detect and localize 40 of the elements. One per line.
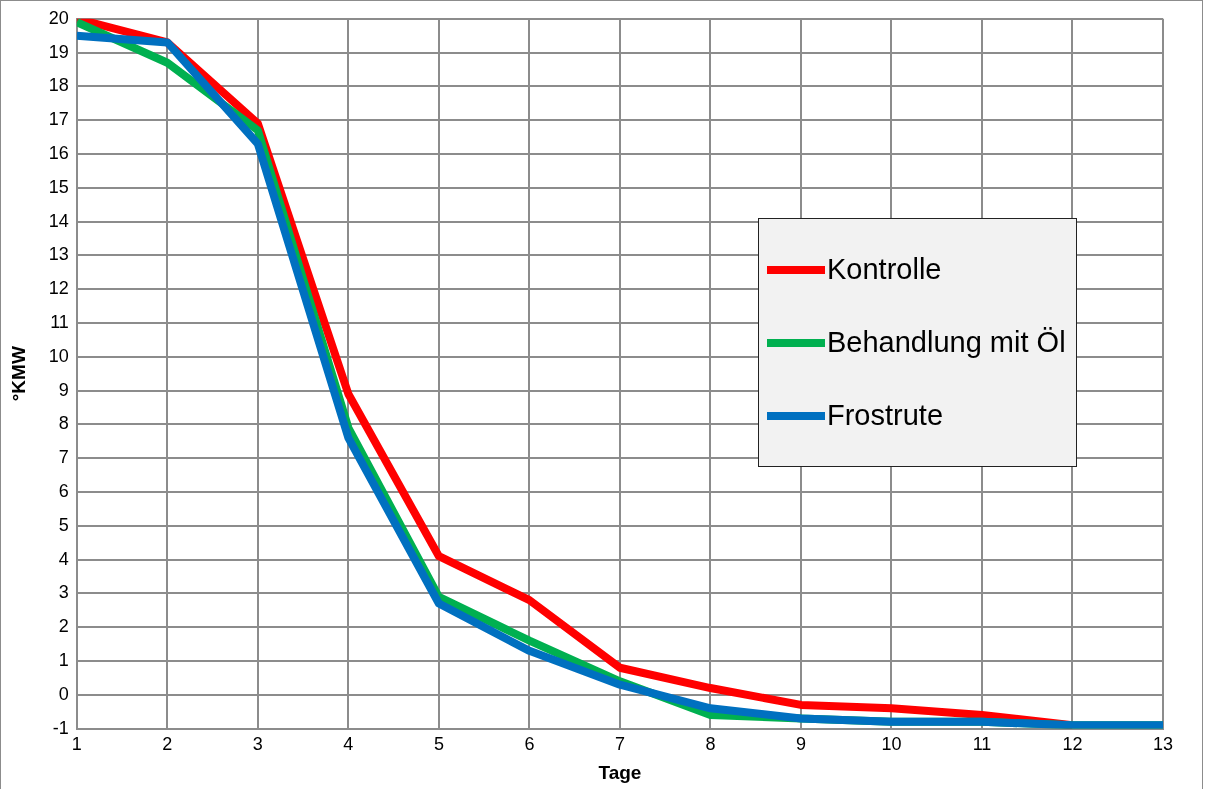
x-tick-label: 7 bbox=[614, 734, 625, 755]
y-tick-label: 8 bbox=[58, 413, 69, 434]
y-tick-label: 7 bbox=[58, 447, 69, 468]
x-tick-label: 13 bbox=[1152, 734, 1174, 755]
y-tick-label: 6 bbox=[58, 480, 69, 501]
y-tick-label: 0 bbox=[58, 683, 69, 704]
x-axis-title: Tage bbox=[598, 761, 642, 783]
y-tick-label: 20 bbox=[48, 7, 69, 28]
y-tick-label: 15 bbox=[48, 176, 69, 197]
y-tick-label: 3 bbox=[58, 582, 69, 603]
y-tick-label: -1 bbox=[52, 717, 69, 738]
x-tick-label: 4 bbox=[343, 734, 354, 755]
y-tick-label: 17 bbox=[48, 109, 69, 130]
y-tick-label: 18 bbox=[48, 75, 69, 96]
x-tick-label: 9 bbox=[795, 734, 806, 755]
x-tick-label: 8 bbox=[705, 734, 716, 755]
y-tick-label: 4 bbox=[58, 548, 69, 569]
y-tick-label: 9 bbox=[58, 379, 69, 400]
y-tick-label: 1 bbox=[58, 649, 69, 670]
x-tick-label: 10 bbox=[881, 734, 902, 755]
x-tick-label: 5 bbox=[433, 734, 444, 755]
y-tick-label: 5 bbox=[58, 514, 69, 535]
y-axis-title: °KMW bbox=[7, 346, 29, 402]
x-tick-label: 11 bbox=[972, 734, 992, 755]
legend-label: Behandlung mit Öl bbox=[827, 326, 1066, 359]
y-tick-label: 11 bbox=[50, 311, 69, 332]
y-tick-label: 13 bbox=[48, 244, 69, 265]
x-tick-label: 6 bbox=[524, 734, 535, 755]
x-tick-label: 1 bbox=[71, 734, 82, 755]
y-tick-label: 12 bbox=[48, 278, 69, 299]
y-tick-label: 16 bbox=[48, 142, 69, 163]
y-tick-label: 2 bbox=[58, 616, 69, 637]
legend-label: Kontrolle bbox=[827, 253, 942, 286]
x-tick-label: 3 bbox=[252, 734, 263, 755]
y-tick-label: 19 bbox=[48, 41, 69, 62]
legend-label: Frostrute bbox=[827, 399, 944, 432]
x-tick-label: 2 bbox=[162, 734, 173, 755]
y-tick-label: 10 bbox=[48, 345, 69, 366]
x-tick-label: 12 bbox=[1062, 734, 1083, 755]
y-tick-label: 14 bbox=[48, 210, 69, 231]
